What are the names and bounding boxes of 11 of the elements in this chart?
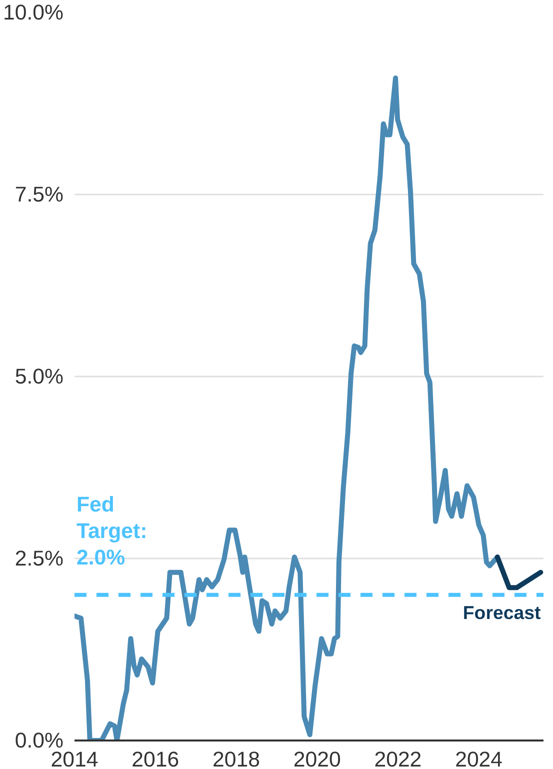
y-tick-label: 7.5% (14, 182, 64, 206)
x-tick-label: 2016 (132, 748, 180, 769)
y-tick-label: 2.5% (14, 546, 64, 570)
x-tick-label: 2024 (455, 748, 503, 769)
y-tick-label: 10.0% (3, 0, 64, 24)
y-tick-label: 5.0% (14, 364, 64, 388)
series-label: Forecast (462, 602, 541, 624)
ref-line-label: Fed Target: 2.0% (76, 492, 148, 570)
x-tick-label: 2022 (374, 748, 422, 769)
x-tick-label: 2020 (293, 748, 341, 769)
x-tick-label: 2018 (212, 748, 260, 769)
